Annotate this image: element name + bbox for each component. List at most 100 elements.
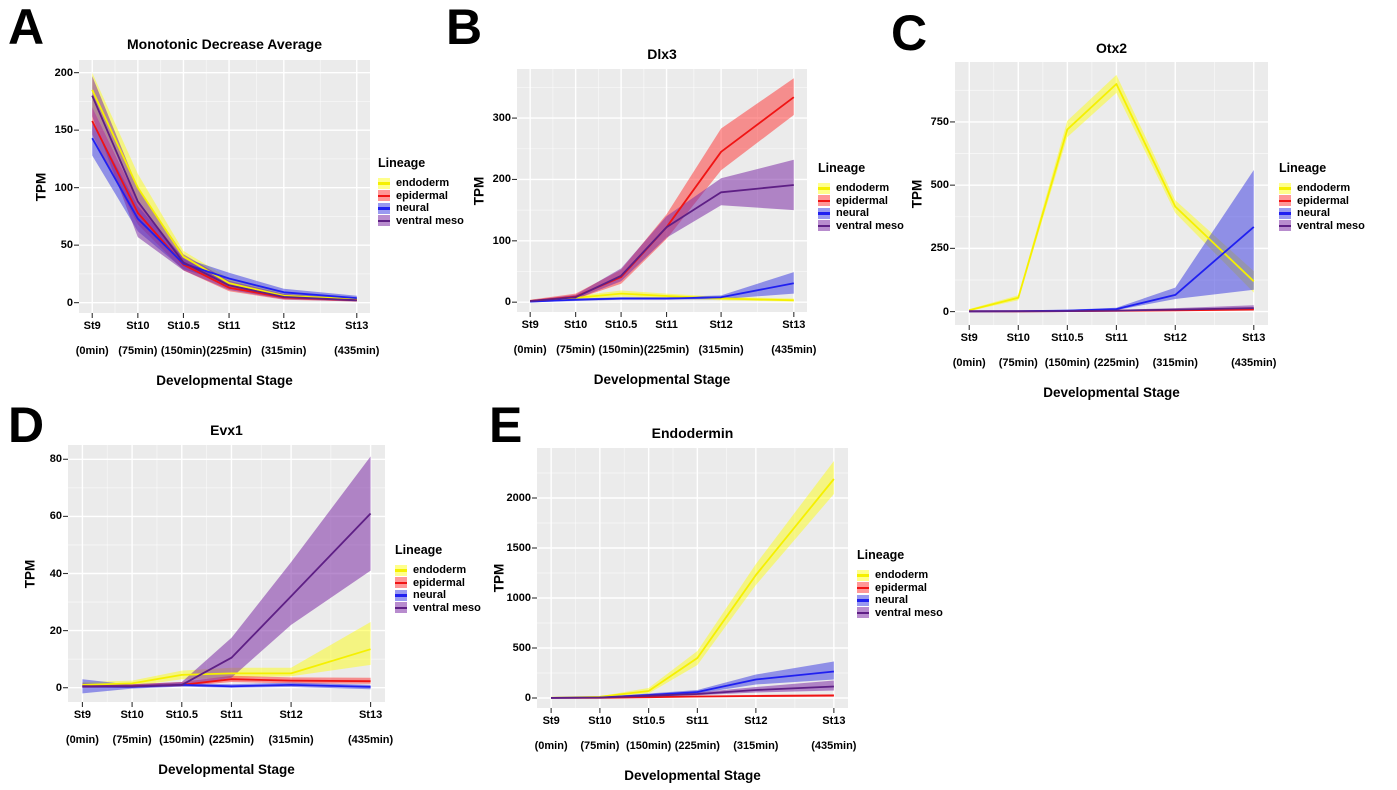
x-tick-minutes-C: (225min)	[1093, 357, 1140, 369]
legend-label: epidermal	[396, 189, 448, 202]
legend-key-swatch	[1279, 220, 1291, 232]
legend-key-swatch	[818, 195, 830, 207]
legend-item-endoderm: endoderm	[395, 564, 481, 577]
y-tick-B: 300	[492, 112, 511, 125]
legend-key-line	[1279, 187, 1291, 190]
legend-item-neural: neural	[857, 594, 943, 607]
panel-letter-E: E	[489, 397, 522, 453]
legend-label: epidermal	[836, 194, 888, 207]
legend-label: endoderm	[1297, 182, 1351, 195]
plot-area-E	[532, 448, 848, 713]
x-tick-stage-B: St9	[521, 319, 539, 331]
x-tick-stage-A: St11	[217, 320, 241, 332]
legend-key-swatch	[395, 564, 407, 576]
legend-label: endoderm	[396, 177, 450, 190]
x-tick-stage-C: St9	[960, 332, 978, 344]
legend-key-line	[818, 187, 830, 190]
x-axis-title-B: Developmental Stage	[593, 372, 731, 387]
legend-label: ventral meso	[875, 606, 943, 619]
legend-label: endoderm	[413, 564, 467, 577]
legend-item-epidermal: epidermal	[395, 577, 481, 590]
x-tick-minutes-C: (315min)	[1152, 357, 1198, 369]
x-tick-stage-A: St13	[345, 320, 369, 332]
x-tick-minutes-E: (0min)	[534, 740, 568, 752]
x-tick-stage-A: St10	[126, 320, 150, 332]
legend-key-line	[395, 606, 407, 609]
y-tick-A: 100	[54, 181, 73, 194]
legend-item-epidermal: epidermal	[818, 195, 904, 208]
x-tick-minutes-E: (315min)	[733, 740, 779, 752]
legend-item-ventral-meso: ventral meso	[378, 215, 464, 228]
x-tick-stage-E: St12	[744, 715, 768, 727]
line-ventral-meso	[530, 184, 794, 302]
ribbon-ventral-meso	[82, 456, 371, 688]
legend-key-line	[395, 594, 407, 597]
x-tick-minutes-B: (75min)	[556, 344, 596, 356]
legend-key-swatch	[857, 594, 869, 606]
legend-key-swatch	[1279, 195, 1291, 207]
legend-key-line	[1279, 199, 1291, 202]
y-tick-D: 20	[49, 624, 62, 637]
x-tick-stage-C: St10.5	[1051, 332, 1084, 344]
legend-key-swatch	[857, 607, 869, 619]
y-tick-E: 0	[524, 692, 531, 704]
legend-title: Lineage	[857, 548, 905, 562]
line-endoderm	[968, 83, 1255, 312]
x-tick-minutes-B: (225min)	[643, 344, 690, 356]
x-tick-minutes-C: (0min)	[952, 357, 986, 369]
panel-title-D: Evx1	[210, 422, 243, 438]
legend-item-ventral-meso: ventral meso	[395, 602, 481, 615]
legend-key-swatch	[818, 220, 830, 232]
x-tick-stage-B: St13	[782, 319, 806, 331]
legend-key-line	[395, 569, 407, 572]
legend-key-line	[378, 194, 390, 197]
legend-E: Lineage endoderm epidermal neural ventral me…	[857, 548, 943, 619]
legend-key-swatch	[1279, 182, 1291, 194]
x-tick-minutes-D: (225min)	[208, 734, 255, 746]
x-tick-stage-D: St12	[279, 709, 303, 721]
x-tick-stage-B: St11	[655, 319, 678, 331]
legend-label: neural	[413, 589, 447, 602]
legend-key-line	[1279, 212, 1291, 215]
x-tick-minutes-D: (150min)	[159, 734, 205, 746]
legend-label: epidermal	[1297, 194, 1349, 207]
x-tick-minutes-E: (75min)	[580, 740, 620, 752]
x-axis-title-E: Developmental Stage	[624, 768, 761, 783]
y-tick-A: 150	[54, 124, 73, 137]
legend-item-neural: neural	[1279, 207, 1365, 220]
x-tick-stage-A: St9	[83, 320, 101, 332]
y-tick-D: 60	[49, 510, 62, 523]
legend-label: neural	[836, 207, 870, 220]
ribbon-neural	[530, 272, 794, 303]
legend-key-swatch	[378, 215, 390, 227]
legend-key-swatch	[1279, 207, 1291, 219]
legend-label: neural	[396, 202, 430, 215]
line-endoderm	[91, 89, 357, 301]
legend-item-epidermal: epidermal	[378, 190, 464, 203]
ribbon-endoderm	[92, 72, 357, 301]
y-tick-D: 40	[49, 567, 62, 580]
legend-label: ventral meso	[413, 601, 481, 614]
legend-key-swatch	[378, 202, 390, 214]
legend-title: Lineage	[818, 161, 866, 175]
ribbon-epidermal	[530, 78, 794, 302]
x-tick-minutes-A: (315min)	[261, 345, 307, 357]
x-tick-stage-B: St10.5	[604, 319, 638, 331]
legend-item-ventral-meso: ventral meso	[818, 220, 904, 233]
plot-background	[537, 448, 848, 708]
x-tick-minutes-B: (315min)	[698, 344, 744, 356]
x-tick-minutes-B: (435min)	[771, 344, 817, 356]
legend-label: endoderm	[875, 569, 929, 582]
panel-title-C: Otx2	[1095, 40, 1128, 56]
legend-item-ventral-meso: ventral meso	[1279, 220, 1365, 233]
legend-key-line	[857, 574, 869, 577]
y-tick-A: 0	[66, 296, 73, 309]
legend-B: Lineage endoderm epidermal neural ventral me…	[818, 161, 904, 232]
x-tick-minutes-D: (315min)	[268, 734, 314, 746]
plot-area-A	[74, 60, 370, 318]
panel-letter-D: D	[8, 397, 44, 453]
legend-item-endoderm: endoderm	[857, 569, 943, 582]
x-tick-stage-D: St10.5	[165, 709, 198, 721]
legend-title: Lineage	[395, 543, 443, 557]
legend-key-line	[378, 219, 390, 222]
